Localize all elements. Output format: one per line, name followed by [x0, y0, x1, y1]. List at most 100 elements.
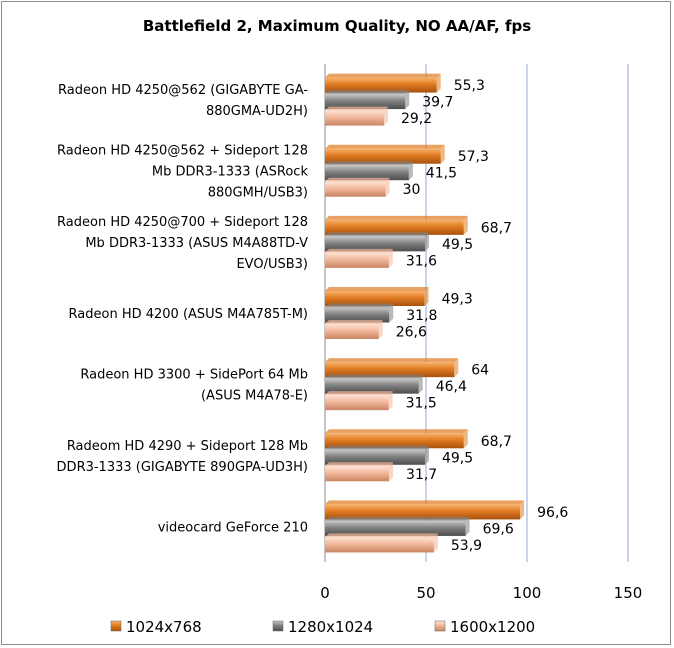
- legend-label-2: 1600x1200: [450, 618, 535, 636]
- bar-top-2-3: [325, 320, 383, 324]
- bar-2-0: [325, 110, 384, 126]
- bar-side-0-4: [454, 358, 459, 378]
- data-label-2-6: 53,9: [451, 538, 482, 554]
- bar-1-4: [325, 378, 419, 394]
- category-label-3-0: Radeon HD 4200 (ASUS M4A785T-M): [69, 307, 308, 322]
- bar-1-2: [325, 236, 425, 252]
- bar-2-2: [325, 252, 389, 268]
- bar-top-1-0: [325, 90, 410, 95]
- data-label-2-1: 30: [403, 182, 421, 198]
- legend-swatch-1: [272, 620, 284, 632]
- data-label-0-6: 96,6: [537, 505, 568, 521]
- legend-swatch-0: [110, 620, 122, 632]
- category-label-5-1: DDR3-1333 (GIGABYTE 890GPA-UD3H): [57, 460, 308, 475]
- data-label-2-0: 29,2: [401, 111, 432, 127]
- bar-top-0-4: [325, 358, 459, 363]
- bar-side-2-5: [389, 462, 394, 482]
- data-label-1-1: 41,5: [426, 166, 457, 182]
- bar-side-2-2: [388, 248, 393, 268]
- bar-top-1-5: [325, 445, 429, 450]
- data-label-2-2: 31,6: [406, 253, 437, 269]
- bar-top-0-2: [325, 215, 468, 220]
- data-label-1-0: 39,7: [422, 95, 453, 111]
- bar-side-0-2: [463, 215, 468, 235]
- bar-top-2-4: [325, 391, 393, 396]
- category-label-5-0: Radeom HD 4290 + Sideport 128 Mb: [67, 439, 308, 454]
- bar-0-4: [325, 362, 455, 378]
- category-label-0-0: Radeon HD 4250@562 (GIGABYTE GA-: [58, 83, 308, 98]
- legend-label-0: 1024x768: [126, 618, 202, 636]
- bar-side-1-6: [465, 516, 470, 536]
- bar-side-1-1: [408, 161, 413, 181]
- bar-top-2-5: [325, 462, 394, 467]
- bar-1-6: [325, 520, 466, 536]
- bars-group: 55,339,729,2 57,341,5 30 68,7 49,5 31,6 49,3 31…: [325, 73, 568, 554]
- bar-top-0-1: [325, 144, 445, 149]
- bar-top-0-3: [325, 287, 429, 291]
- x-tick-0: 0: [320, 584, 330, 602]
- bar-0-6: [325, 504, 521, 520]
- data-label-0-0: 55,3: [454, 78, 485, 94]
- category-label-4-1: (ASUS M4A78-E): [201, 389, 308, 404]
- bar-side-1-0: [405, 90, 410, 110]
- bar-side-2-0: [383, 106, 388, 126]
- bar-2-6: [325, 537, 434, 553]
- bar-side-2-3: [378, 320, 383, 339]
- bar-2-3: [325, 324, 379, 339]
- category-label-6-0: videocard GeForce 210: [158, 520, 308, 535]
- bar-top-0-5: [325, 429, 468, 434]
- bar-side-0-0: [436, 73, 441, 93]
- bar-side-2-1: [385, 177, 390, 197]
- chart-title: Battlefield 2, Maximum Quality, NO AA/AF…: [143, 17, 531, 35]
- bar-side-1-3: [389, 303, 394, 323]
- bar-1-3: [325, 307, 390, 323]
- data-label-1-3: 31,8: [406, 308, 437, 324]
- data-label-1-4: 46,4: [436, 379, 467, 395]
- category-label-1-2: 880GMH/USB3): [208, 186, 308, 201]
- bar-0-2: [325, 219, 464, 235]
- data-label-2-3: 26,6: [396, 325, 427, 341]
- legend: 1024x768 1280x1024 1600x1200: [110, 618, 535, 636]
- data-label-2-4: 31,5: [406, 396, 437, 412]
- category-label-1-1: Mb DDR3-1333 (ASRock: [152, 165, 309, 180]
- category-label-1-0: Radeon HD 4250@562 + Sideport 128: [57, 144, 308, 159]
- bar-0-0: [325, 77, 437, 93]
- bar-top-1-2: [325, 232, 429, 237]
- legend-label-1: 1280x1024: [288, 618, 373, 636]
- bar-1-1: [325, 165, 409, 181]
- data-label-0-5: 68,7: [481, 434, 512, 450]
- data-label-0-3: 49,3: [442, 292, 473, 308]
- bar-side-0-1: [440, 144, 445, 164]
- bar-0-3: [325, 291, 425, 306]
- bar-side-0-5: [463, 429, 468, 449]
- bar-0-5: [325, 433, 464, 449]
- bar-top-1-6: [325, 516, 470, 521]
- bar-top-0-6: [325, 500, 525, 505]
- data-label-1-2: 49,5: [442, 237, 473, 253]
- bar-1-5: [325, 449, 425, 465]
- bar-side-1-4: [418, 374, 423, 394]
- category-label-2-0: Radeon HD 4250@700 + Sideport 128: [57, 215, 308, 230]
- category-label-2-1: Mb DDR3-1333 (ASUS M4A88TD-V: [85, 236, 308, 251]
- x-tick-150: 150: [614, 584, 643, 602]
- data-label-0-1: 57,3: [458, 149, 489, 165]
- x-tick-labels: 0 50 100 150: [320, 584, 642, 602]
- data-label-0-2: 68,7: [481, 220, 512, 236]
- bar-top-2-6: [325, 533, 438, 538]
- category-label-0-1: 880GMA-UD2H): [206, 104, 308, 119]
- category-label-4-0: Radeon HD 3300 + SidePort 64 Mb: [80, 368, 308, 383]
- bar-top-2-0: [325, 106, 388, 111]
- bar-side-2-6: [433, 533, 438, 553]
- data-label-0-4: 64: [471, 363, 489, 379]
- category-labels: Radeon HD 4250@562 (GIGABYTE GA- 880GMA-U…: [57, 83, 309, 535]
- x-tick-100: 100: [513, 584, 542, 602]
- bar-side-1-2: [424, 232, 429, 252]
- bar-top-2-1: [325, 177, 390, 182]
- bar-top-1-3: [325, 303, 394, 308]
- bar-top-2-2: [325, 248, 393, 253]
- data-label-2-5: 31,7: [406, 467, 437, 483]
- bar-2-1: [325, 181, 386, 197]
- bar-1-0: [325, 94, 406, 110]
- data-label-1-6: 69,6: [483, 521, 514, 537]
